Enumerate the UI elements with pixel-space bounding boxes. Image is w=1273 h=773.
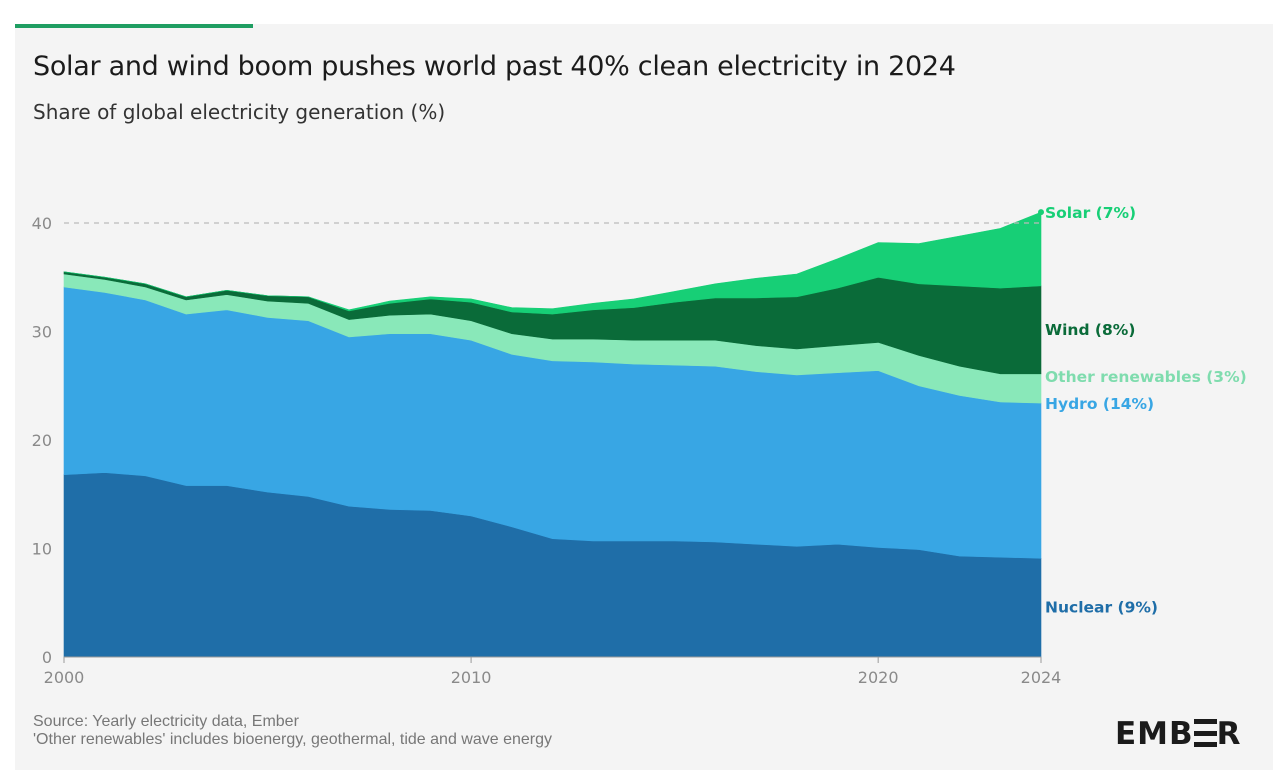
x-tick-label: 2000 [44,668,85,687]
logo-text-end: R [1216,716,1242,752]
accent-bar [15,24,253,28]
other_renewables-series-label: Other renewables (3%) [1045,368,1247,386]
y-tick-label: 0 [42,648,52,667]
y-tick-label: 20 [32,431,52,450]
x-tick-label: 2024 [1021,668,1062,687]
source-note: Source: Yearly electricity data, Ember [33,713,299,730]
y-tick-label: 30 [32,323,52,342]
solar-area [63,211,1042,315]
hydro-series-label: Hydro (14%) [1045,395,1154,413]
x-tick-label: 2020 [858,668,899,687]
solar-series-label: Solar (7%) [1045,204,1136,222]
chart-subtitle: Share of global electricity generation (… [33,100,446,124]
wind-series-label: Wind (8%) [1045,321,1135,339]
total-end-marker [1038,209,1044,216]
y-tick-label: 10 [32,540,52,559]
ember-e-logo-icon [1193,719,1217,747]
chart-footer: Source: Yearly electricity data, Ember '… [33,713,552,749]
nuclear-series-label: Nuclear (9%) [1045,599,1158,617]
logo-text-start: EMB [1115,716,1194,752]
y-tick-label: 40 [32,214,52,233]
x-tick-label: 2010 [451,668,492,687]
ember-logo[interactable]: EMB R [1115,716,1242,752]
chart-title: Solar and wind boom pushes world past 40… [33,51,956,82]
definition-note: 'Other renewables' includes bioenergy, g… [33,731,553,748]
